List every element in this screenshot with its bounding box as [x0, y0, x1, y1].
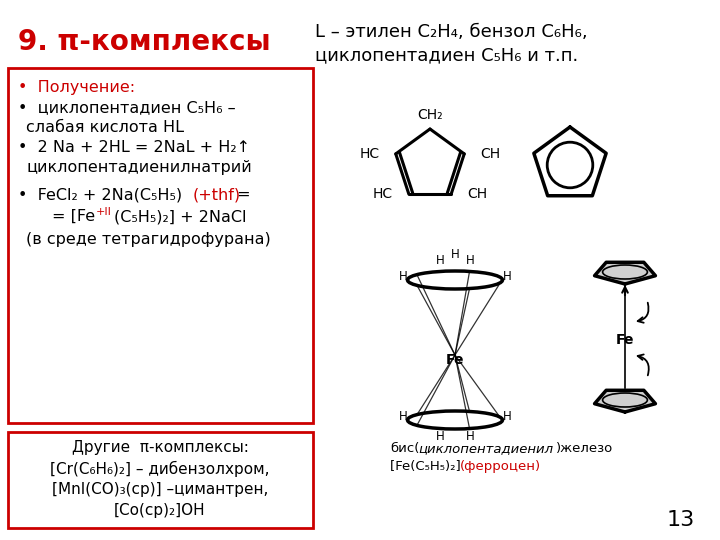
- Text: = [Fe: = [Fe: [52, 209, 95, 224]
- Text: H: H: [503, 271, 511, 284]
- FancyBboxPatch shape: [8, 432, 313, 528]
- FancyBboxPatch shape: [8, 68, 313, 423]
- Text: [Fe(C₅H₅)₂]: [Fe(C₅H₅)₂]: [390, 460, 465, 473]
- Text: [MnI(CO)₃(cp)] –цимантрен,: [MnI(CO)₃(cp)] –цимантрен,: [52, 482, 268, 497]
- Polygon shape: [595, 390, 655, 412]
- Text: •  циклопентадиен C₅H₆ –: • циклопентадиен C₅H₆ –: [18, 100, 235, 115]
- Text: •  FeCl₂ + 2Na(C₅H₅): • FeCl₂ + 2Na(C₅H₅): [18, 187, 187, 202]
- Text: Другие  π-комплексы:: Другие π-комплексы:: [71, 440, 248, 455]
- Text: H: H: [466, 253, 474, 267]
- Text: [Co(cp)₂]OH: [Co(cp)₂]OH: [114, 503, 206, 518]
- Text: CH: CH: [467, 187, 487, 201]
- Text: H: H: [399, 271, 408, 284]
- Text: циклопентадиенилнатрий: циклопентадиенилнатрий: [26, 160, 252, 175]
- Text: CH: CH: [480, 147, 500, 161]
- Text: бис(: бис(: [390, 442, 419, 455]
- Text: слабая кислота HL: слабая кислота HL: [26, 120, 184, 135]
- Text: Fe: Fe: [446, 353, 464, 367]
- Text: циклопентадиенил: циклопентадиенил: [418, 442, 553, 455]
- Text: циклопентадиен C₅H₆ и т.п.: циклопентадиен C₅H₆ и т.п.: [315, 46, 578, 64]
- Text: (+thf): (+thf): [193, 187, 241, 202]
- Text: =: =: [232, 187, 251, 202]
- Text: Fe: Fe: [616, 333, 634, 347]
- Text: HC: HC: [359, 147, 379, 161]
- Text: (в среде тетрагидрофурана): (в среде тетрагидрофурана): [26, 232, 271, 247]
- Polygon shape: [595, 262, 655, 284]
- Text: H: H: [503, 410, 511, 423]
- Text: H: H: [436, 253, 444, 267]
- Text: )железо: )железо: [556, 442, 613, 455]
- Text: 13: 13: [667, 510, 695, 530]
- Text: H: H: [436, 430, 444, 443]
- Text: L – этилен C₂H₄, бензол C₆H₆,: L – этилен C₂H₄, бензол C₆H₆,: [315, 23, 588, 41]
- Text: +II: +II: [96, 207, 112, 217]
- Text: [Cr(C₆H₆)₂] – дибензолхром,: [Cr(C₆H₆)₂] – дибензолхром,: [50, 461, 270, 477]
- Text: HC: HC: [373, 187, 393, 201]
- Text: H: H: [466, 430, 474, 443]
- Text: (C₅H₅)₂] + 2NaCl: (C₅H₅)₂] + 2NaCl: [114, 209, 246, 224]
- Text: 9. π-комплексы: 9. π-комплексы: [18, 28, 271, 56]
- Text: H: H: [451, 248, 459, 261]
- Text: (ферроцен): (ферроцен): [460, 460, 541, 473]
- Text: •  Получение:: • Получение:: [18, 80, 135, 95]
- Text: •  2 Na + 2HL = 2NaL + H₂↑: • 2 Na + 2HL = 2NaL + H₂↑: [18, 140, 250, 155]
- Text: H: H: [399, 410, 408, 423]
- Text: CH₂: CH₂: [417, 108, 443, 122]
